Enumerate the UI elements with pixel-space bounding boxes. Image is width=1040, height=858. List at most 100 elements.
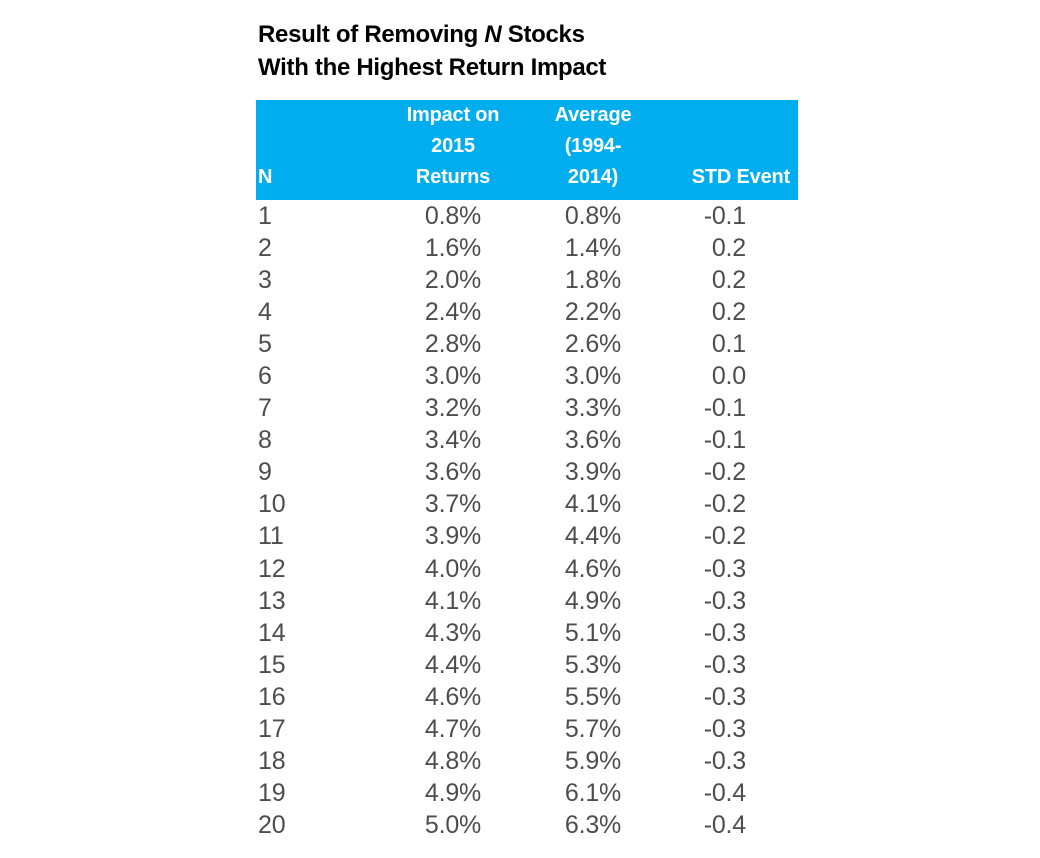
cell-std-event: -0.1	[703, 426, 746, 455]
cell-impact-2015-returns: 4.7%	[424, 715, 482, 744]
header-label-line: Impact on	[406, 104, 500, 126]
cell-n: 5	[258, 329, 272, 358]
cell-impact-2015-returns: 5.0%	[424, 811, 482, 840]
header-label: STD Event	[691, 166, 790, 188]
cell-n: 18	[258, 747, 286, 776]
cell-n: 12	[258, 554, 286, 583]
table-row: 5 2.8% 2.6% 0.1	[256, 328, 798, 360]
cell-std-event: -0.3	[703, 618, 746, 647]
table-row: 8 3.4% 3.6% -0.1	[256, 425, 798, 457]
title-italic-n: N	[484, 21, 502, 48]
cell-std-event: 0.0	[711, 362, 746, 391]
cell-impact-2015-returns: 4.9%	[424, 779, 482, 808]
cell-average-1994-2014: 3.0%	[564, 362, 622, 391]
cell-average-1994-2014: 5.3%	[564, 650, 622, 679]
cell-n: 16	[258, 682, 286, 711]
cell-average-1994-2014: 3.6%	[564, 426, 622, 455]
cell-n: 11	[258, 522, 284, 551]
cell-std-event: -0.3	[703, 682, 746, 711]
table-row: 1 0.8% 0.8% -0.1	[256, 200, 798, 232]
table-row: 3 2.0% 1.8% 0.2	[256, 264, 798, 296]
cell-n: 8	[258, 426, 272, 455]
table-row: 11 3.9% 4.4% -0.2	[256, 521, 798, 553]
cell-n: 4	[258, 297, 272, 326]
cell-impact-2015-returns: 2.4%	[424, 297, 482, 326]
cell-impact-2015-returns: 3.0%	[424, 362, 482, 391]
cell-impact-2015-returns: 4.3%	[424, 618, 482, 647]
cell-impact-2015-returns: 3.6%	[424, 458, 482, 487]
cell-n: 3	[258, 265, 272, 294]
header-cell-n: N	[256, 100, 366, 200]
table-body: 1 0.8% 0.8% -0.1 2 1.6% 1.4% 0.2 3 2.0% …	[256, 200, 798, 842]
cell-std-event: -0.3	[703, 650, 746, 679]
title-text: Stocks	[501, 21, 585, 48]
cell-average-1994-2014: 4.6%	[564, 554, 622, 583]
cell-average-1994-2014: 6.1%	[564, 779, 622, 808]
cell-average-1994-2014: 3.9%	[564, 458, 622, 487]
table-row: 16 4.6% 5.5% -0.3	[256, 681, 798, 713]
cell-impact-2015-returns: 2.8%	[424, 329, 482, 358]
cell-std-event: -0.4	[703, 811, 746, 840]
cell-std-event: -0.1	[703, 394, 746, 423]
table-row: 4 2.4% 2.2% 0.2	[256, 296, 798, 328]
figure-title: Result of Removing N Stocks With the Hig…	[258, 18, 606, 84]
cell-impact-2015-returns: 3.7%	[424, 490, 482, 519]
table-row: 7 3.2% 3.3% -0.1	[256, 393, 798, 425]
table-row: 6 3.0% 3.0% 0.0	[256, 360, 798, 392]
cell-average-1994-2014: 4.1%	[564, 490, 622, 519]
cell-n: 6	[258, 362, 272, 391]
header-cell-std-event: STD Event	[646, 100, 798, 200]
cell-std-event: -0.3	[703, 715, 746, 744]
cell-std-event: 0.2	[711, 233, 746, 262]
cell-impact-2015-returns: 3.2%	[424, 394, 482, 423]
cell-average-1994-2014: 2.2%	[564, 297, 622, 326]
cell-average-1994-2014: 5.7%	[564, 715, 622, 744]
table-row: 15 4.4% 5.3% -0.3	[256, 649, 798, 681]
cell-average-1994-2014: 4.9%	[564, 586, 622, 615]
figure-title-line1: Result of Removing N Stocks	[258, 18, 606, 51]
cell-n: 13	[258, 586, 286, 615]
header-label-line: Returns	[415, 166, 491, 188]
table-row: 13 4.1% 4.9% -0.3	[256, 585, 798, 617]
cell-average-1994-2014: 5.9%	[564, 747, 622, 776]
header-label-line: Average	[554, 104, 632, 126]
cell-average-1994-2014: 3.3%	[564, 394, 622, 423]
cell-n: 17	[258, 715, 286, 744]
cell-std-event: -0.2	[703, 458, 746, 487]
cell-average-1994-2014: 2.6%	[564, 329, 622, 358]
cell-impact-2015-returns: 4.0%	[424, 554, 482, 583]
cell-impact-2015-returns: 4.4%	[424, 650, 482, 679]
cell-std-event: -0.2	[703, 522, 746, 551]
cell-n: 19	[258, 779, 286, 808]
table-row: 19 4.9% 6.1% -0.4	[256, 778, 798, 810]
table-row: 9 3.6% 3.9% -0.2	[256, 457, 798, 489]
cell-std-event: -0.4	[703, 779, 746, 808]
cell-n: 14	[258, 618, 286, 647]
cell-average-1994-2014: 1.8%	[564, 265, 622, 294]
cell-impact-2015-returns: 0.8%	[424, 201, 482, 230]
cell-std-event: -0.3	[703, 554, 746, 583]
cell-n: 2	[258, 233, 272, 262]
table-row: 20 5.0% 6.3% -0.4	[256, 810, 798, 842]
cell-std-event: -0.3	[703, 586, 746, 615]
cell-std-event: -0.3	[703, 747, 746, 776]
title-text: Result of Removing	[258, 21, 485, 48]
cell-std-event: 0.1	[711, 329, 746, 358]
cell-std-event: -0.2	[703, 490, 746, 519]
cell-average-1994-2014: 4.4%	[564, 522, 622, 551]
cell-n: 7	[258, 394, 272, 423]
cell-n: 20	[258, 811, 286, 840]
table-row: 18 4.8% 5.9% -0.3	[256, 746, 798, 778]
cell-std-event: 0.2	[711, 265, 746, 294]
cell-impact-2015-returns: 3.9%	[424, 522, 482, 551]
cell-impact-2015-returns: 2.0%	[424, 265, 482, 294]
header-cell-impact-2015-returns: Impact on 2015 Returns	[366, 100, 540, 200]
header-label-line: 2014)	[567, 166, 619, 188]
header-cell-average-1994-2014: Average (1994- 2014)	[540, 100, 646, 200]
table-row: 12 4.0% 4.6% -0.3	[256, 553, 798, 585]
cell-average-1994-2014: 1.4%	[564, 233, 622, 262]
table-header-row: N Impact on 2015 Returns Average (1994- …	[256, 100, 798, 200]
cell-impact-2015-returns: 4.6%	[424, 682, 482, 711]
cell-impact-2015-returns: 1.6%	[424, 233, 482, 262]
